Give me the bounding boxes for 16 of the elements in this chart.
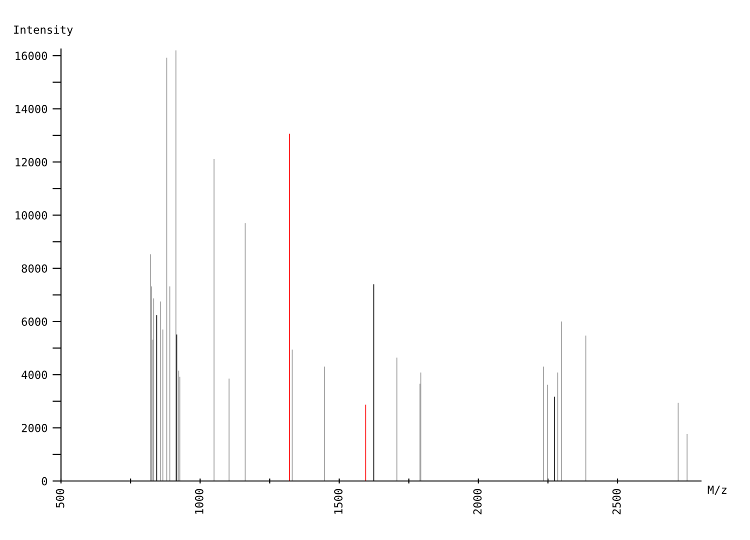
x-tick-label: 1000 xyxy=(194,489,204,514)
y-axis-title: Intensity xyxy=(14,25,73,36)
x-tick-label: 500 xyxy=(56,489,64,508)
y-tick-label: 10000 xyxy=(16,211,48,220)
x-tick-label: 2000 xyxy=(473,489,482,514)
y-tick-label: 2000 xyxy=(22,424,48,432)
y-tick-label: 12000 xyxy=(16,158,48,166)
x-tick-label: 1500 xyxy=(334,489,343,514)
x-tick-label: 2500 xyxy=(612,489,621,514)
y-tick-label: 0 xyxy=(42,477,48,486)
x-axis-title: M/z xyxy=(708,486,726,495)
y-tick-label: 6000 xyxy=(22,317,48,326)
y-tick-label: 4000 xyxy=(22,370,48,380)
y-tick-label: 14000 xyxy=(16,104,48,114)
y-tick-label: 16000 xyxy=(16,52,48,60)
y-tick-label: 8000 xyxy=(22,264,48,273)
